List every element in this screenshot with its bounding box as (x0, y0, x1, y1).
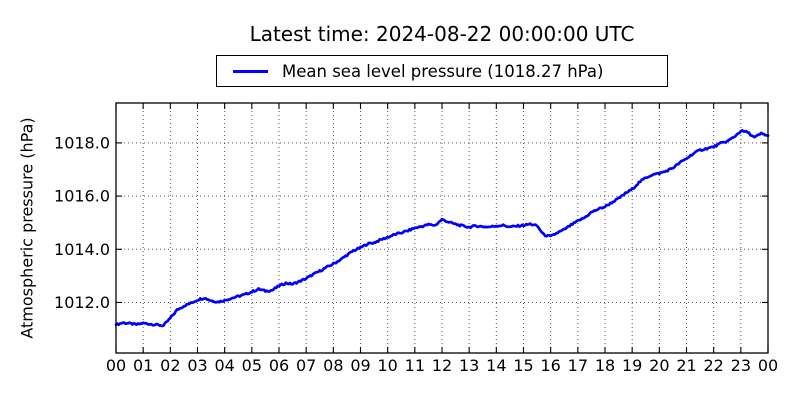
y-tick-label: 1016.0 (54, 187, 110, 206)
x-tick-label: 22 (703, 356, 723, 375)
pressure-line (114, 129, 770, 328)
x-tick-label: 17 (568, 356, 588, 375)
x-tick-label: 11 (405, 356, 425, 375)
x-tick-label: 16 (540, 356, 560, 375)
x-tick-label: 13 (459, 356, 479, 375)
x-tick-label: 05 (242, 356, 262, 375)
y-tick-label: 1012.0 (54, 293, 110, 312)
legend: Mean sea level pressure (1018.27 hPa) (216, 55, 668, 87)
x-tick-label: 04 (214, 356, 234, 375)
legend-label: Mean sea level pressure (1018.27 hPa) (282, 61, 604, 81)
x-tick-label: 10 (377, 356, 397, 375)
y-tick-label: 1018.0 (54, 133, 110, 152)
x-tick-label: 01 (133, 356, 153, 375)
x-tick-label: 00 (106, 356, 126, 375)
x-tick-label: 20 (649, 356, 669, 375)
x-tick-label: 19 (622, 356, 642, 375)
x-tick-label: 03 (187, 356, 207, 375)
x-tick-label: 14 (486, 356, 506, 375)
chart-title: Latest time: 2024-08-22 00:00:00 UTC (249, 22, 635, 46)
x-tick-label: 07 (296, 356, 316, 375)
x-tick-label: 08 (323, 356, 343, 375)
x-tick-label: 23 (731, 356, 751, 375)
y-tick-label: 1014.0 (54, 240, 110, 259)
x-tick-label: 06 (269, 356, 289, 375)
x-tick-label: 09 (350, 356, 370, 375)
legend-line-sample (233, 69, 268, 73)
x-tick-label: 12 (432, 356, 452, 375)
x-tick-label: 02 (160, 356, 180, 375)
x-tick-label: 15 (513, 356, 533, 375)
x-tick-label: 00 (758, 356, 778, 375)
x-tick-label: 21 (676, 356, 696, 375)
x-tick-label: 18 (595, 356, 615, 375)
